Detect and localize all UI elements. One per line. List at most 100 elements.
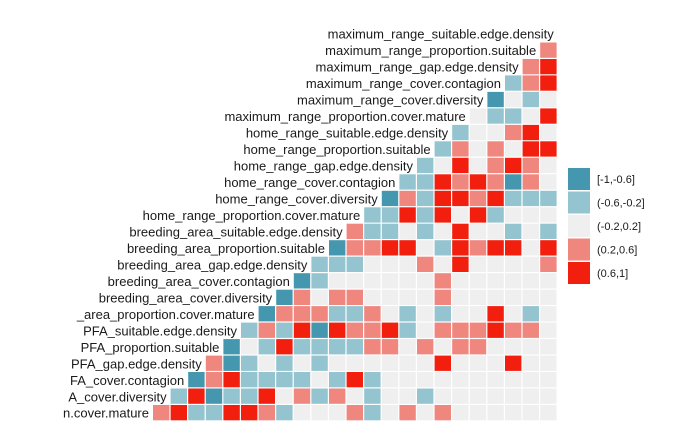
heatmap-cell [399, 355, 416, 371]
heatmap-cell [258, 388, 275, 404]
heatmap-cell [223, 405, 240, 421]
heatmap-cell [381, 322, 399, 338]
heatmap-cell [452, 322, 469, 338]
row-label: home_range_cover.contagion [224, 175, 395, 190]
heatmap-cell [522, 141, 539, 157]
heatmap-cell [364, 306, 381, 322]
heatmap-cell [452, 207, 469, 223]
heatmap-cell [540, 223, 557, 239]
heatmap-cell [399, 306, 416, 322]
heatmap-cell [417, 157, 434, 174]
heatmap-cell [364, 223, 381, 239]
heatmap-cell [399, 372, 416, 388]
heatmap-cell [452, 372, 469, 388]
heatmap-cell [381, 372, 399, 388]
heatmap-cell [452, 124, 469, 141]
heatmap-cell [346, 339, 363, 355]
row-label: PFA_gap.edge.density [71, 356, 202, 371]
heatmap-cell [417, 355, 434, 371]
heatmap-cell [522, 355, 539, 371]
heatmap-cell [540, 141, 557, 157]
heatmap-cell [540, 355, 557, 371]
heatmap-cell [205, 372, 223, 388]
heatmap-cell [364, 388, 381, 404]
heatmap-cell [469, 388, 487, 404]
heatmap-cell [487, 306, 504, 322]
heatmap-cell [364, 405, 381, 421]
heatmap-cell [522, 306, 539, 322]
heatmap-cell [469, 289, 487, 305]
heatmap-cell [241, 322, 258, 338]
heatmap-cell [346, 289, 363, 305]
heatmap-cell [293, 289, 311, 305]
heatmap-cell [505, 306, 522, 322]
heatmap-cell [469, 207, 487, 223]
heatmap-cell [452, 157, 469, 174]
heatmap-cell [329, 273, 346, 289]
heatmap-cell [346, 322, 363, 338]
heatmap-cell [487, 388, 504, 404]
heatmap-cell [452, 306, 469, 322]
heatmap-cell [188, 372, 205, 388]
heatmap-cell [505, 108, 522, 124]
heatmap-cell [434, 223, 451, 239]
heatmap-cell [469, 124, 487, 141]
heatmap-cell [540, 273, 557, 289]
heatmap-cell [434, 405, 451, 421]
heatmap-cell [399, 273, 416, 289]
heatmap-cell [487, 174, 504, 190]
heatmap-cell [223, 339, 240, 355]
heatmap-cell [381, 207, 399, 223]
heatmap-cell [505, 223, 522, 239]
legend-swatch [568, 238, 590, 261]
heatmap-cell [417, 306, 434, 322]
heatmap-cell [311, 339, 328, 355]
heatmap-cell [505, 289, 522, 305]
heatmap-cell [452, 174, 469, 190]
heatmap-cell [293, 273, 311, 289]
row-label: home_range_proportion.suitable [243, 142, 430, 157]
heatmap-cell [276, 339, 293, 355]
heatmap-cell [540, 388, 557, 404]
heatmap-cell [241, 388, 258, 404]
heatmap-cell [346, 240, 363, 256]
heatmap-cell [487, 372, 504, 388]
heatmap-cell [540, 190, 557, 207]
heatmap-cell [469, 322, 487, 338]
heatmap-cell [434, 388, 451, 404]
heatmap-cell [381, 256, 399, 272]
heatmap-cell [381, 190, 399, 207]
heatmap-cell [399, 207, 416, 223]
heatmap-cell [311, 306, 328, 322]
heatmap-cell [505, 240, 522, 256]
heatmap-cell [522, 223, 539, 239]
heatmap-cell [417, 388, 434, 404]
heatmap-cell [469, 190, 487, 207]
heatmap-cell [241, 372, 258, 388]
heatmap-cell [364, 322, 381, 338]
heatmap-cell [364, 256, 381, 272]
heatmap-cell [188, 388, 205, 404]
heatmap-cell [540, 108, 557, 124]
legend-swatch [568, 215, 590, 237]
heatmap-cell [540, 124, 557, 141]
heatmap-cell [452, 190, 469, 207]
heatmap-cell [241, 405, 258, 421]
heatmap-cell [434, 306, 451, 322]
heatmap-cell [170, 405, 187, 421]
heatmap-cell [522, 339, 539, 355]
row-label: _area_proportion.cover.mature [76, 307, 255, 322]
heatmap-cell [452, 388, 469, 404]
heatmap-cell [329, 355, 346, 371]
heatmap-cell [452, 141, 469, 157]
legend-swatch [568, 191, 590, 214]
heatmap-cell [364, 339, 381, 355]
heatmap-cell [452, 289, 469, 305]
row-label: maximum_range_proportion.suitable [325, 43, 536, 58]
heatmap-cell [399, 322, 416, 338]
heatmap-cell [258, 372, 275, 388]
heatmap-cells [153, 42, 557, 421]
heatmap-cell [311, 372, 328, 388]
heatmap-cell [381, 339, 399, 355]
